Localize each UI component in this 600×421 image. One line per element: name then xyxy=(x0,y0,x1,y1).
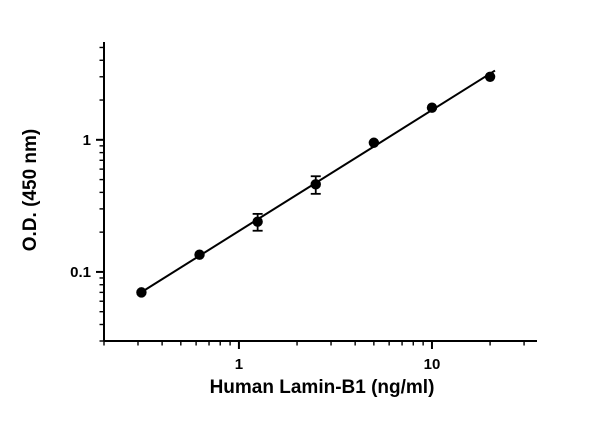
x-tick-label: 10 xyxy=(424,356,441,373)
data-point xyxy=(136,287,147,298)
data-point xyxy=(426,102,438,113)
data-point xyxy=(368,137,380,148)
data-point xyxy=(310,179,321,190)
y-tick-label: 1 xyxy=(83,132,91,149)
data-point xyxy=(194,249,205,260)
data-point xyxy=(484,71,496,82)
y-tick-label: 0.1 xyxy=(70,264,91,281)
data-point xyxy=(252,216,263,227)
x-axis-label: Human Lamin-B1 (ng/ml) xyxy=(210,377,435,398)
x-tick-label: 1 xyxy=(235,356,243,373)
y-axis-label: O.D. (450 nm) xyxy=(20,129,41,251)
plot-area: 1 10 0.1 1 xyxy=(70,42,537,373)
